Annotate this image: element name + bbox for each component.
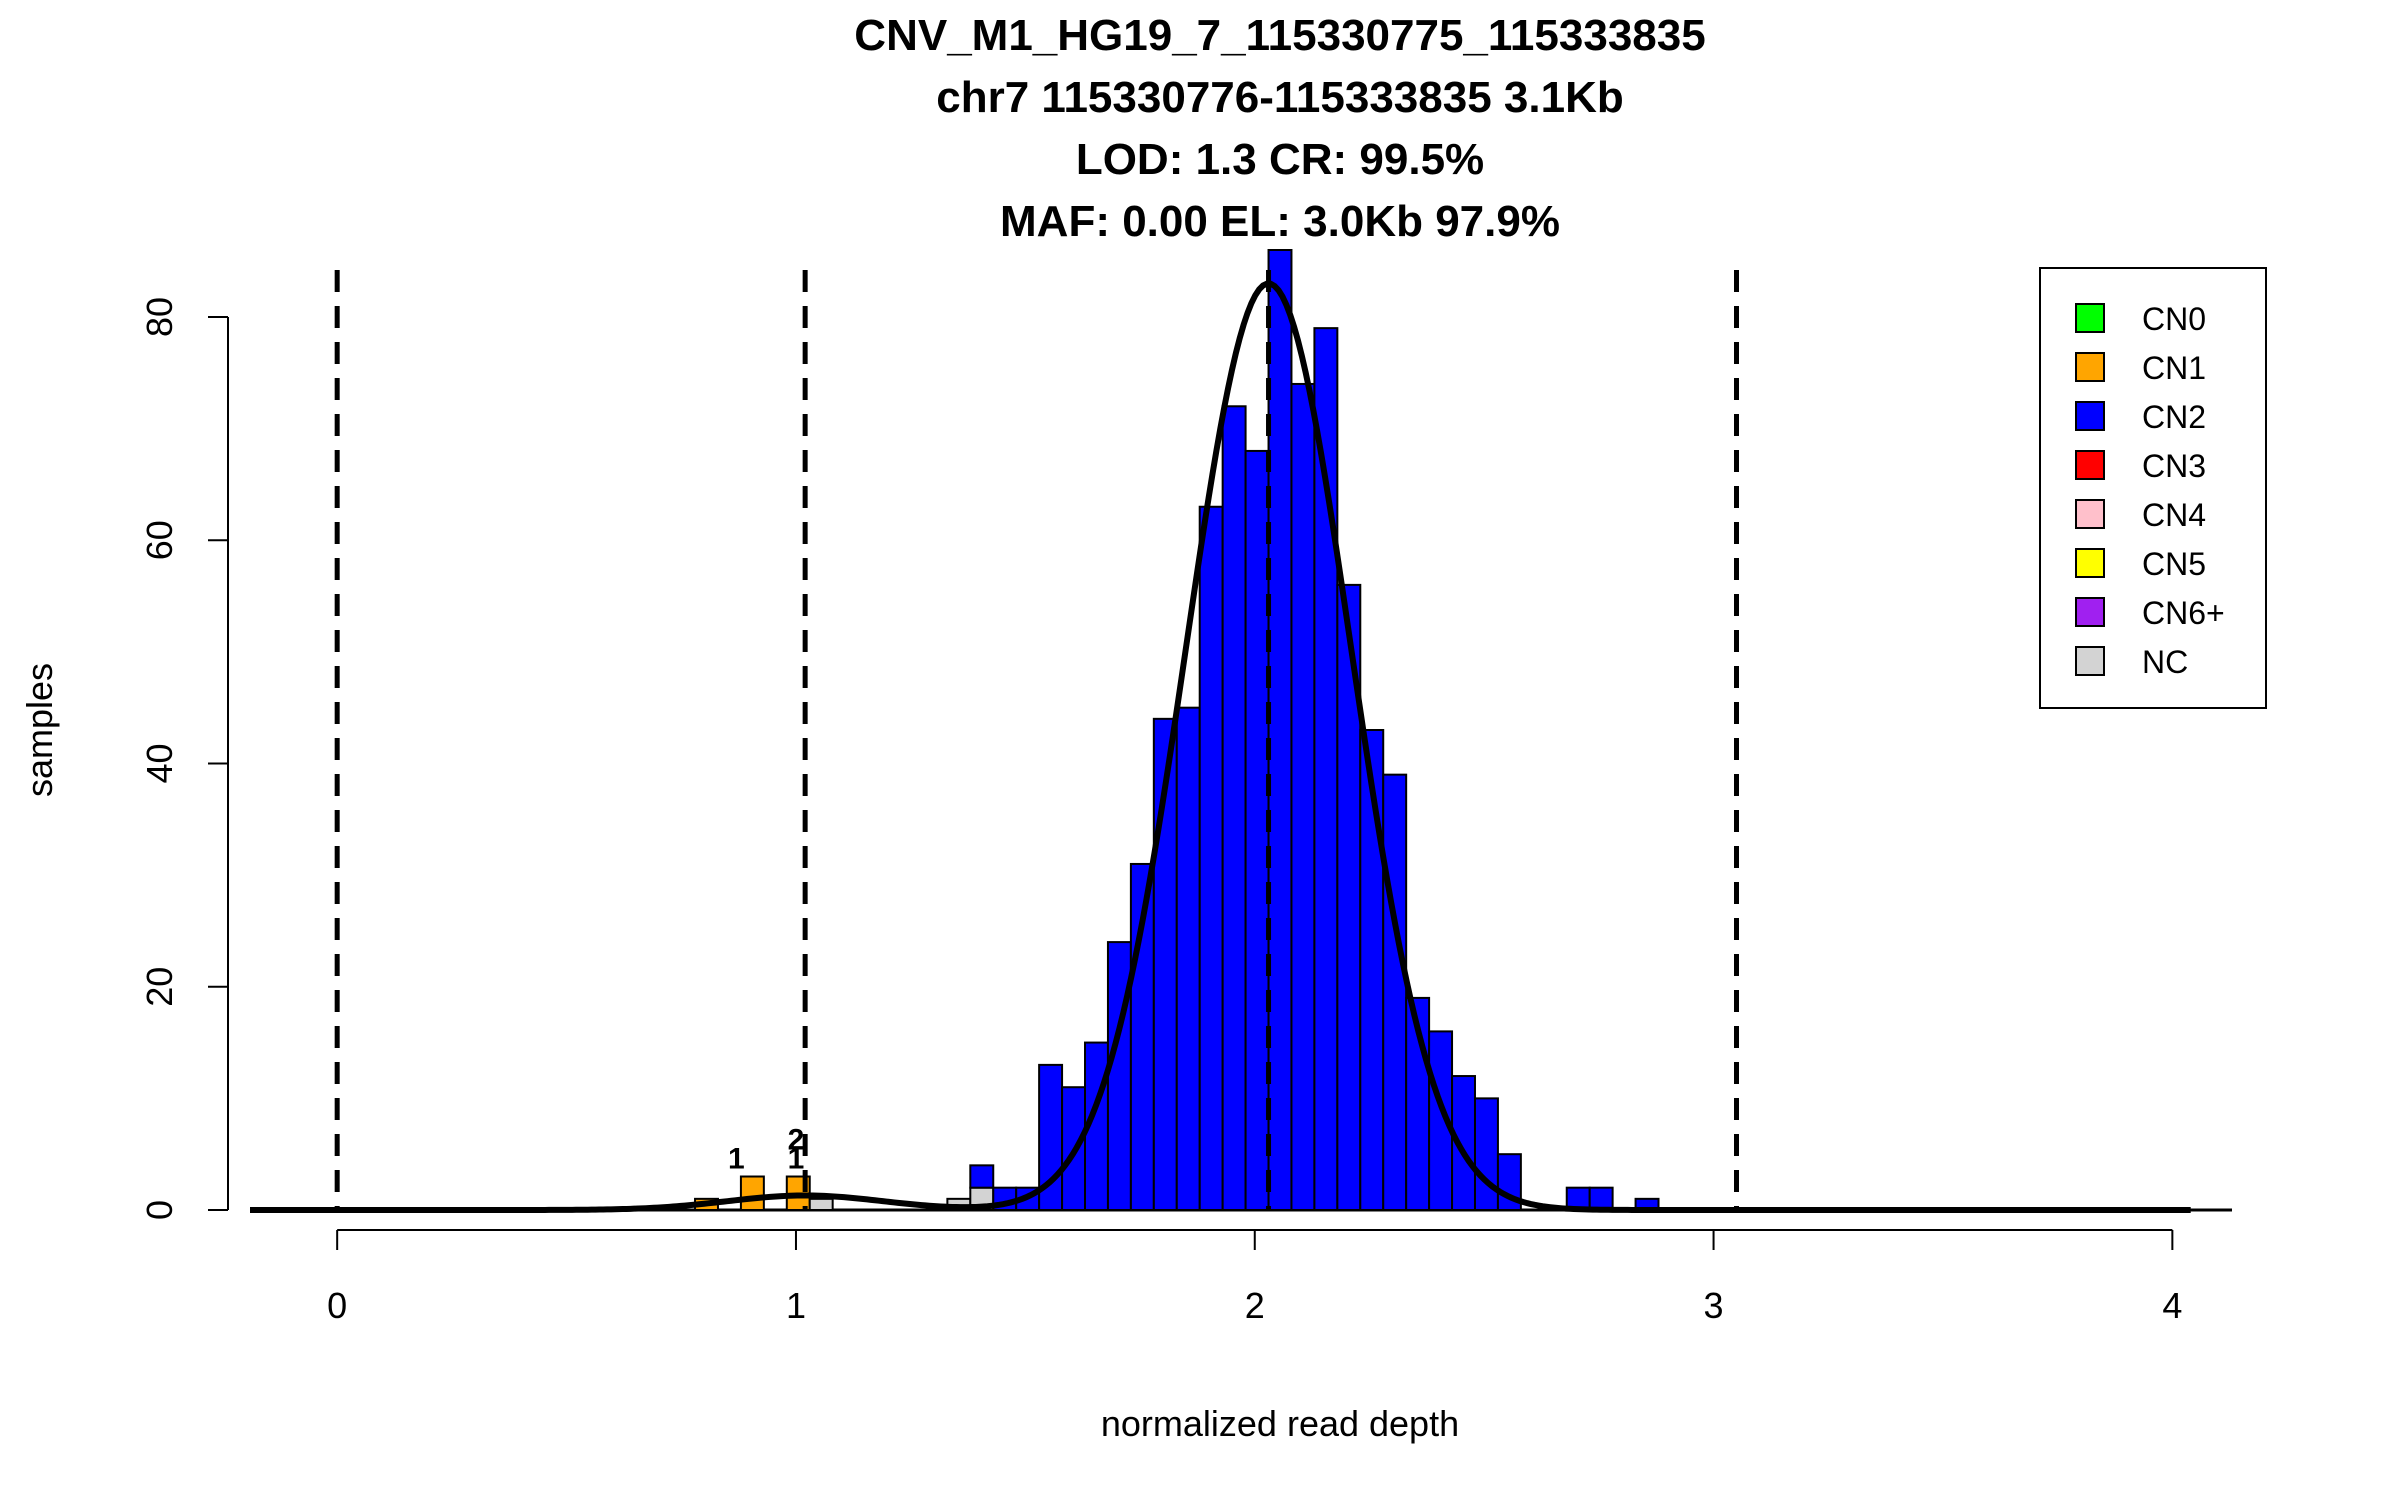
legend-label: CN3 xyxy=(2142,448,2206,484)
chart-title-block: CNV_M1_HG19_7_115330775_115333835 chr7 1… xyxy=(854,11,1705,246)
x-tick-label: 1 xyxy=(786,1285,806,1326)
histogram-bar xyxy=(808,1197,834,1211)
chart-title-line-3: LOD: 1.3 CR: 99.5% xyxy=(1076,135,1484,184)
histogram-bar xyxy=(1267,249,1293,1211)
x-tick-label: 2 xyxy=(1245,1285,1265,1326)
legend-label: CN0 xyxy=(2142,301,2206,337)
histogram-bar xyxy=(1382,773,1408,1212)
legend-label: NC xyxy=(2142,644,2188,680)
legend-label: CN6+ xyxy=(2142,595,2225,631)
histogram-bar xyxy=(1313,327,1339,1211)
histogram-bar xyxy=(1221,405,1247,1212)
y-tick-label: 60 xyxy=(139,520,180,560)
histogram-bar xyxy=(1198,505,1224,1211)
histogram-bar xyxy=(969,1164,995,1189)
plot-area: 1 12 xyxy=(250,249,2232,1213)
legend-box xyxy=(2039,267,2267,709)
y-tick-label: 20 xyxy=(139,967,180,1007)
histogram-bar xyxy=(739,1175,765,1211)
legend-label: CN2 xyxy=(2142,399,2206,435)
count-label: 2 xyxy=(788,1124,805,1157)
legend-label: CN5 xyxy=(2142,546,2206,582)
histogram-bar xyxy=(1175,706,1201,1212)
y-tick-label: 40 xyxy=(139,743,180,783)
legend-swatch xyxy=(2075,401,2105,431)
y-tick-label: 80 xyxy=(139,297,180,337)
y-tick-label: 0 xyxy=(139,1200,180,1220)
x-tick-label: 0 xyxy=(327,1285,347,1326)
legend-label: CN4 xyxy=(2142,497,2206,533)
legend-swatch xyxy=(2075,352,2105,382)
legend-swatch xyxy=(2075,499,2105,529)
legend-label: CN1 xyxy=(2142,350,2206,386)
chart-title-line-4: MAF: 0.00 EL: 3.0Kb 97.9% xyxy=(1000,197,1560,246)
count-label: 1 xyxy=(788,1143,805,1176)
x-tick-label: 3 xyxy=(1704,1285,1724,1326)
histogram-bar xyxy=(1473,1097,1499,1211)
chart-title-line-1: CNV_M1_HG19_7_115330775_115333835 xyxy=(854,11,1705,60)
legend-swatch xyxy=(2075,548,2105,578)
fit-curve xyxy=(250,280,2191,1213)
histogram-bar xyxy=(1244,449,1270,1211)
y-axis-label: samples xyxy=(19,663,60,797)
legend-swatch xyxy=(2075,646,2105,676)
histogram-bar xyxy=(1290,382,1316,1211)
legend-swatch xyxy=(2075,303,2105,333)
legend: CN0 CN1 CN2 CN3 CN4 CN5 CN6+ NC xyxy=(2039,267,2267,709)
legend-swatch xyxy=(2075,597,2105,627)
legend-swatch xyxy=(2075,450,2105,480)
chart-title-line-2: chr7 115330776-115333835 3.1Kb xyxy=(936,73,1623,122)
count-label: 1 xyxy=(728,1143,745,1176)
x-axis-label: normalized read depth xyxy=(1101,1403,1459,1444)
x-tick-label: 4 xyxy=(2162,1285,2182,1326)
